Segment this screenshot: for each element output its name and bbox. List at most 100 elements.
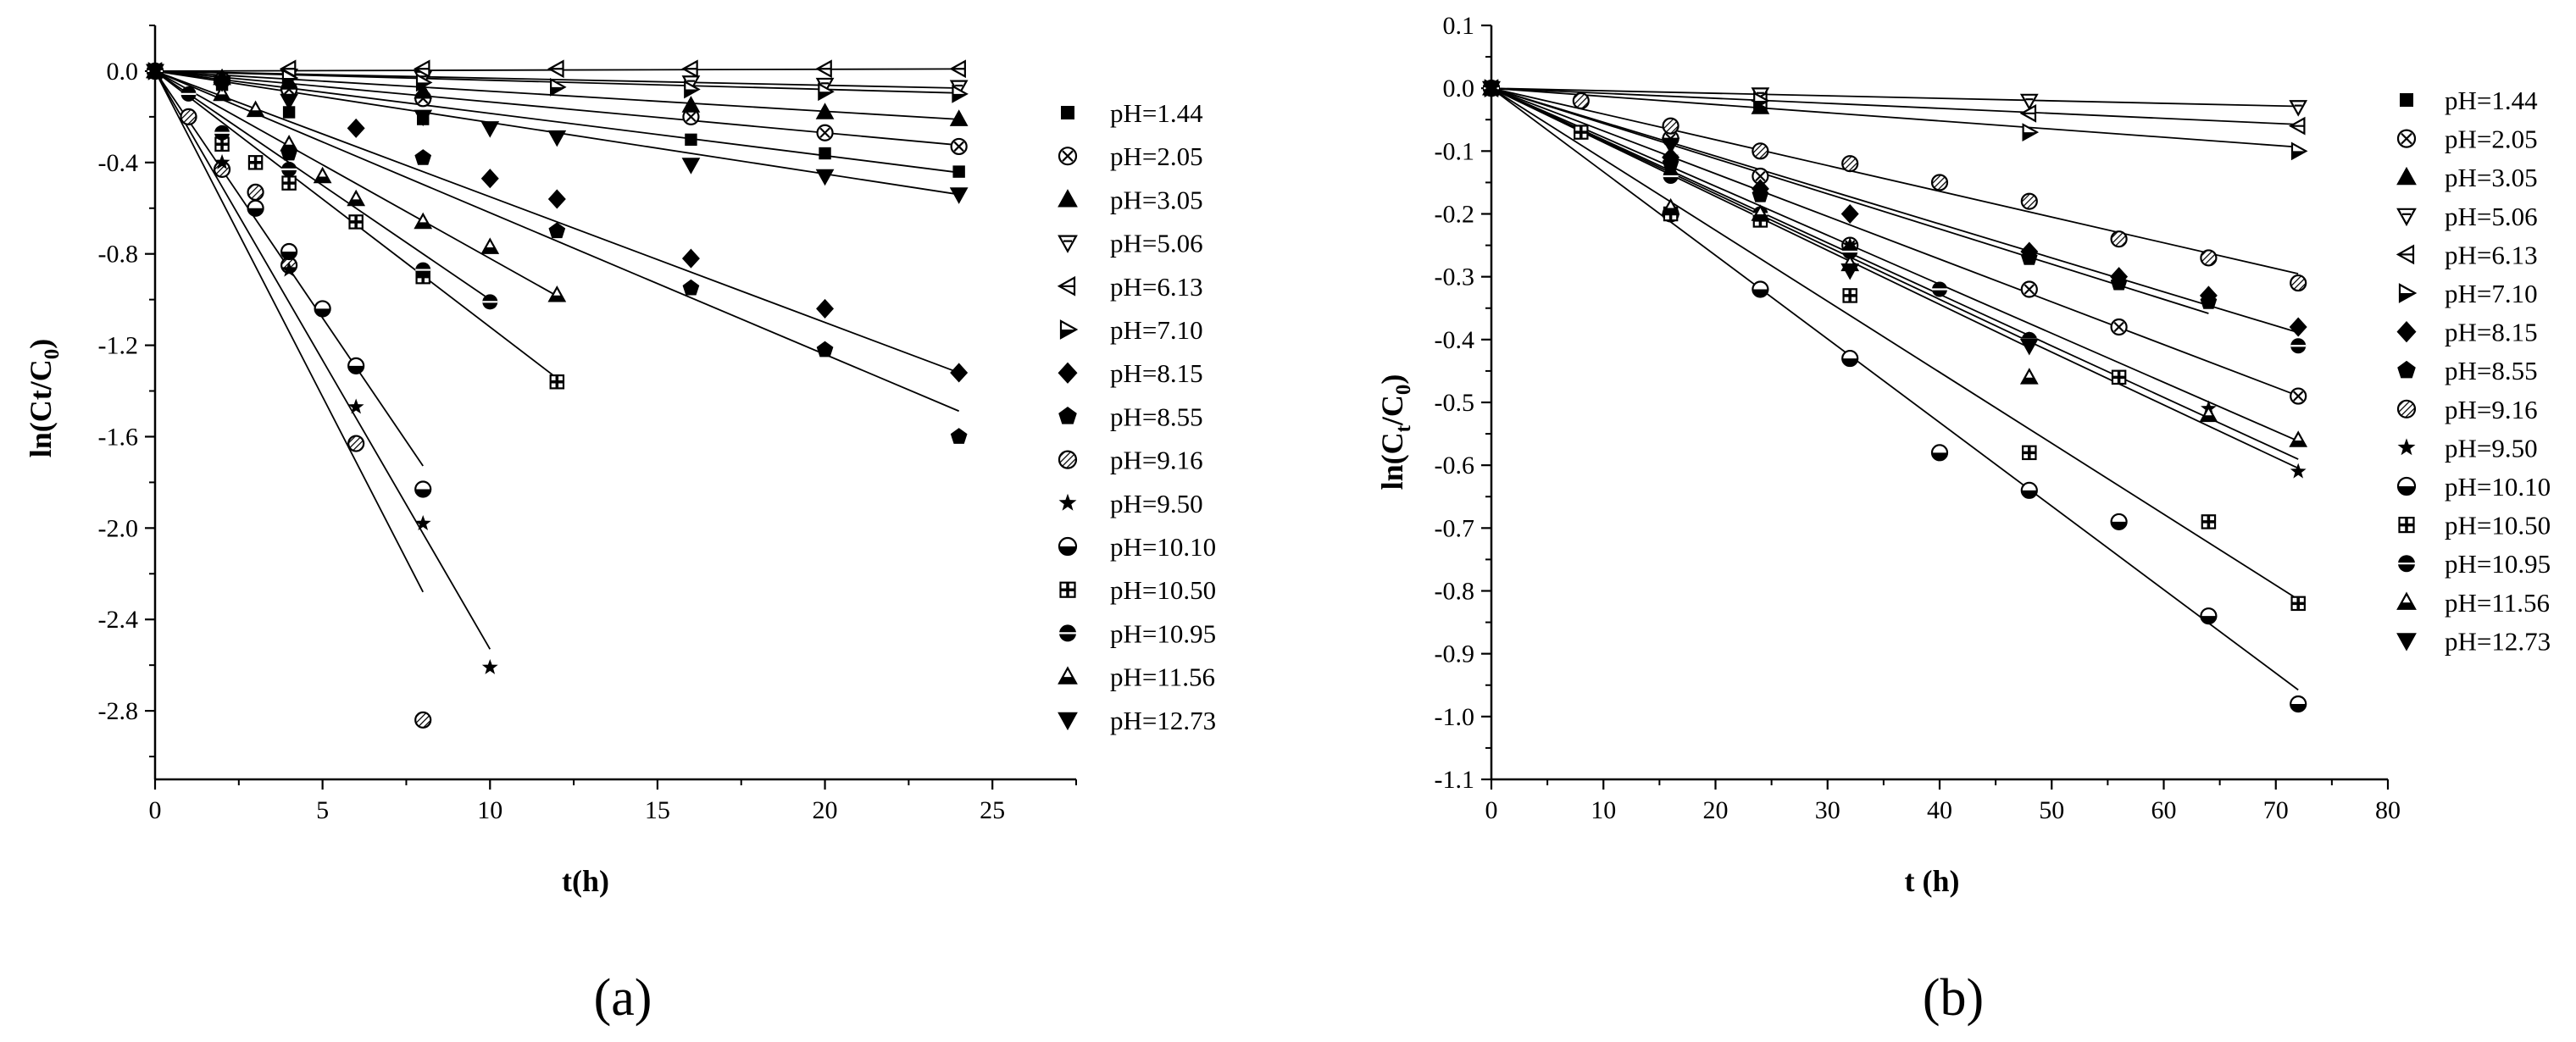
data-point-pH=9.50 (280, 261, 297, 277)
legend-marker-pH=5.06 (1058, 235, 1078, 253)
legend-item-pH=10.95: pH=10.95 (2398, 549, 2551, 579)
chart-b-ytick-label: -0.7 (1435, 514, 1475, 542)
data-point-pH=12.73 (547, 130, 567, 147)
fit-line-pH=8.15 (1491, 87, 2299, 334)
data-point-pH=1.44 (282, 106, 296, 119)
data-point-pH=10.95 (2290, 338, 2307, 354)
chart-b-xtick-label: 20 (1703, 796, 1729, 824)
legend-label-pH=6.13: pH=6.13 (1110, 272, 1203, 302)
data-point-pH=10.10 (280, 242, 298, 261)
fit-line-pH=10.95 (154, 70, 491, 301)
data-point-pH=10.50 (549, 374, 565, 390)
legend-marker-pH=11.56 (2396, 591, 2417, 610)
data-point-pH=10.95 (214, 125, 230, 141)
data-point-pH=8.15 (816, 298, 835, 319)
data-point-pH=12.73 (949, 187, 969, 204)
legend-marker-pH=10.95 (1059, 624, 1076, 642)
data-point-pH=6.13 (949, 59, 966, 79)
data-point-pH=7.10 (2022, 123, 2040, 141)
data-point-pH=12.73 (1840, 263, 1860, 280)
data-point-pH=9.16 (347, 435, 365, 452)
chart-b-axes: 0 10 20 30 40 50 60 70 80 0.1 0.0 -0.1 -0.2 -0.3 -0.4 -… (1435, 12, 2401, 824)
legend-marker-pH=1.44 (2400, 93, 2413, 107)
legend-marker-pH=11.56 (1058, 666, 1078, 685)
data-point-pH=10.10 (1841, 349, 1859, 368)
legend-item-pH=8.55: pH=8.55 (2397, 356, 2538, 385)
legend-item-pH=8.55: pH=8.55 (1058, 402, 1203, 431)
data-point-pH=8.55 (414, 149, 432, 165)
data-point-pH=10.95 (1932, 281, 1947, 297)
chart-b-xtick-label: 0 (1485, 796, 1498, 824)
chart-b-ytick-label: -0.2 (1435, 201, 1475, 229)
chart-b-xtick-label: 50 (2039, 796, 2064, 824)
fit-line-pH=11.56 (1491, 87, 2299, 460)
legend-marker-pH=9.16 (2396, 399, 2417, 418)
chart-a-fit-lines (154, 68, 960, 650)
data-point-pH=9.16 (2290, 274, 2307, 292)
data-point-pH=10.10 (2020, 481, 2038, 499)
data-point-pH=9.16 (2020, 192, 2038, 210)
data-point-pH=3.05 (949, 109, 969, 126)
fit-line-pH=10.95 (1491, 87, 2299, 442)
data-point-pH=8.15 (681, 248, 700, 269)
chart-b-ytick-label: -0.9 (1435, 640, 1475, 668)
chart-a-ylabel: ln(Ct/C0) (24, 339, 64, 458)
data-point-pH=10.95 (180, 86, 197, 102)
legend-label-pH=3.05: pH=3.05 (1110, 185, 1203, 214)
legend-label-pH=3.05: pH=3.05 (2445, 163, 2538, 192)
data-point-pH=2.05 (950, 137, 968, 156)
data-point-pH=11.56 (2019, 368, 2039, 385)
data-point-pH=9.16 (1572, 91, 1590, 110)
legend-item-pH=2.05: pH=2.05 (2396, 125, 2538, 154)
data-point-pH=8.55 (816, 341, 834, 357)
chart-a-legend: pH=1.44 pH=2.05 pH=3.05 pH=5.06 pH=6.13 pH=7.… (1057, 98, 1216, 735)
chart-b-points (1481, 78, 2308, 713)
legend-label-pH=5.06: pH=5.06 (1110, 229, 1203, 258)
data-point-pH=12.73 (681, 158, 701, 175)
data-point-pH=1.44 (685, 133, 697, 147)
data-point-pH=8.15 (2289, 317, 2307, 337)
data-point-pH=11.56 (1661, 197, 1680, 215)
chart-a-ytick-label: -0.4 (98, 149, 139, 177)
fit-line-pH=7.10 (1491, 87, 2299, 148)
legend-item-pH=11.56: pH=11.56 (2396, 588, 2550, 618)
data-point-pH=12.73 (1482, 80, 1501, 98)
legend-item-pH=8.15: pH=8.15 (2396, 318, 2538, 347)
data-point-pH=6.13 (2019, 103, 2037, 123)
legend-item-pH=10.10: pH=10.10 (1058, 532, 1216, 562)
data-point-pH=9.16 (1662, 117, 1679, 135)
chart-b-ytick-label: -0.8 (1435, 578, 1475, 606)
legend-marker-pH=9.16 (1058, 450, 1078, 469)
legend-item-pH=9.16: pH=9.16 (1058, 446, 1203, 475)
legend-marker-pH=1.44 (1061, 106, 1074, 119)
legend-label-pH=10.95: pH=10.95 (1110, 618, 1216, 648)
chart-a-ytick-label: -0.8 (98, 241, 139, 269)
data-point-pH=10.50 (2290, 596, 2306, 612)
legend-label-pH=9.16: pH=9.16 (2445, 395, 2538, 424)
legend-label-pH=9.50: pH=9.50 (2445, 433, 2538, 463)
chart-a-ytick-label: -2.8 (98, 697, 139, 725)
legend-marker-pH=8.55 (1058, 407, 1077, 424)
data-point-pH=8.55 (2110, 274, 2128, 291)
legend-label-pH=12.73: pH=12.73 (1110, 706, 1216, 735)
data-point-pH=8.55 (2200, 292, 2218, 309)
data-point-pH=10.95 (482, 294, 498, 310)
data-point-pH=10.10 (1930, 444, 1949, 462)
legend-label-pH=9.50: pH=9.50 (1110, 489, 1203, 518)
data-point-pH=11.56 (2199, 405, 2218, 423)
data-point-pH=9.50 (481, 658, 498, 674)
data-point-pH=10.50 (2201, 514, 2217, 529)
data-point-pH=8.55 (950, 428, 968, 444)
legend-item-pH=11.56: pH=11.56 (1058, 662, 1215, 692)
chart-a-panel-label: (a) (594, 969, 652, 1027)
legend-label-pH=10.95: pH=10.95 (2445, 549, 2551, 579)
data-point-pH=7.10 (1753, 91, 1770, 110)
chart-a-xtick-label: 25 (980, 796, 1005, 824)
data-point-pH=11.56 (313, 166, 332, 184)
data-point-pH=8.55 (548, 222, 566, 239)
legend-label-pH=10.50: pH=10.50 (1110, 575, 1216, 605)
legend-marker-pH=10.50 (2398, 516, 2415, 534)
chart-b-ylabel: ln(Ct/C0) (1375, 374, 1415, 491)
legend-label-pH=10.10: pH=10.10 (2445, 472, 2551, 502)
